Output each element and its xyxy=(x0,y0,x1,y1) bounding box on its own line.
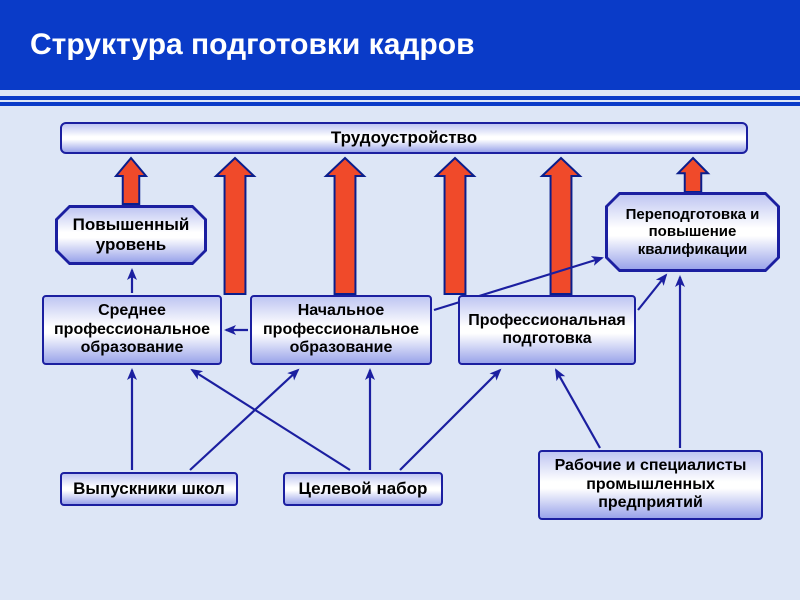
node-workers-label: Рабочие и специалисты промышленных предп… xyxy=(540,455,761,514)
node-workers: Рабочие и специалисты промышленных предп… xyxy=(538,450,763,520)
node-school_grads: Выпускники школ xyxy=(60,472,238,506)
node-employment: Трудоустройство xyxy=(60,122,748,154)
node-retraining-label: Переподготовка и повышение квалификации xyxy=(608,195,777,269)
node-advanced_level: Повышенный уровень xyxy=(55,205,207,265)
node-retraining: Переподготовка и повышение квалификации xyxy=(605,192,780,272)
node-initial_prof: Начальное профессиональное образование xyxy=(250,295,432,365)
blue-arrow-1 xyxy=(190,370,298,470)
red-arrow-1 xyxy=(216,158,254,294)
diagram-canvas: Трудоустройство Повышенный уровень Перепод… xyxy=(0,110,800,600)
node-initial_prof-label: Начальное профессиональное образование xyxy=(252,300,430,359)
node-prof_training-label: Профессиональная подготовка xyxy=(460,310,634,351)
node-secondary_prof: Среднее профессиональное образование xyxy=(42,295,222,365)
red-arrow-2 xyxy=(326,158,364,294)
node-secondary_prof-label: Среднее профессиональное образование xyxy=(44,300,220,359)
red-arrow-5 xyxy=(678,158,708,192)
node-prof_training: Профессиональная подготовка xyxy=(458,295,636,365)
node-target_set-label: Целевой набор xyxy=(295,477,432,501)
node-target_set: Целевой набор xyxy=(283,472,443,506)
slide: Структура подготовки кадров Трудоустройс… xyxy=(0,0,800,600)
red-arrow-0 xyxy=(116,158,146,204)
red-arrow-4 xyxy=(542,158,580,294)
title-divider xyxy=(0,96,800,106)
node-school_grads-label: Выпускники школ xyxy=(69,477,229,501)
blue-arrow-4 xyxy=(400,370,500,470)
title-bar: Структура подготовки кадров xyxy=(0,0,800,90)
red-arrow-3 xyxy=(436,158,474,294)
node-advanced_level-label: Повышенный уровень xyxy=(58,208,204,262)
blue-arrow-2 xyxy=(192,370,350,470)
node-employment-label: Трудоустройство xyxy=(327,126,481,150)
blue-arrow-5 xyxy=(556,370,600,448)
slide-title: Структура подготовки кадров xyxy=(30,28,475,62)
blue-arrow-9 xyxy=(638,275,666,310)
